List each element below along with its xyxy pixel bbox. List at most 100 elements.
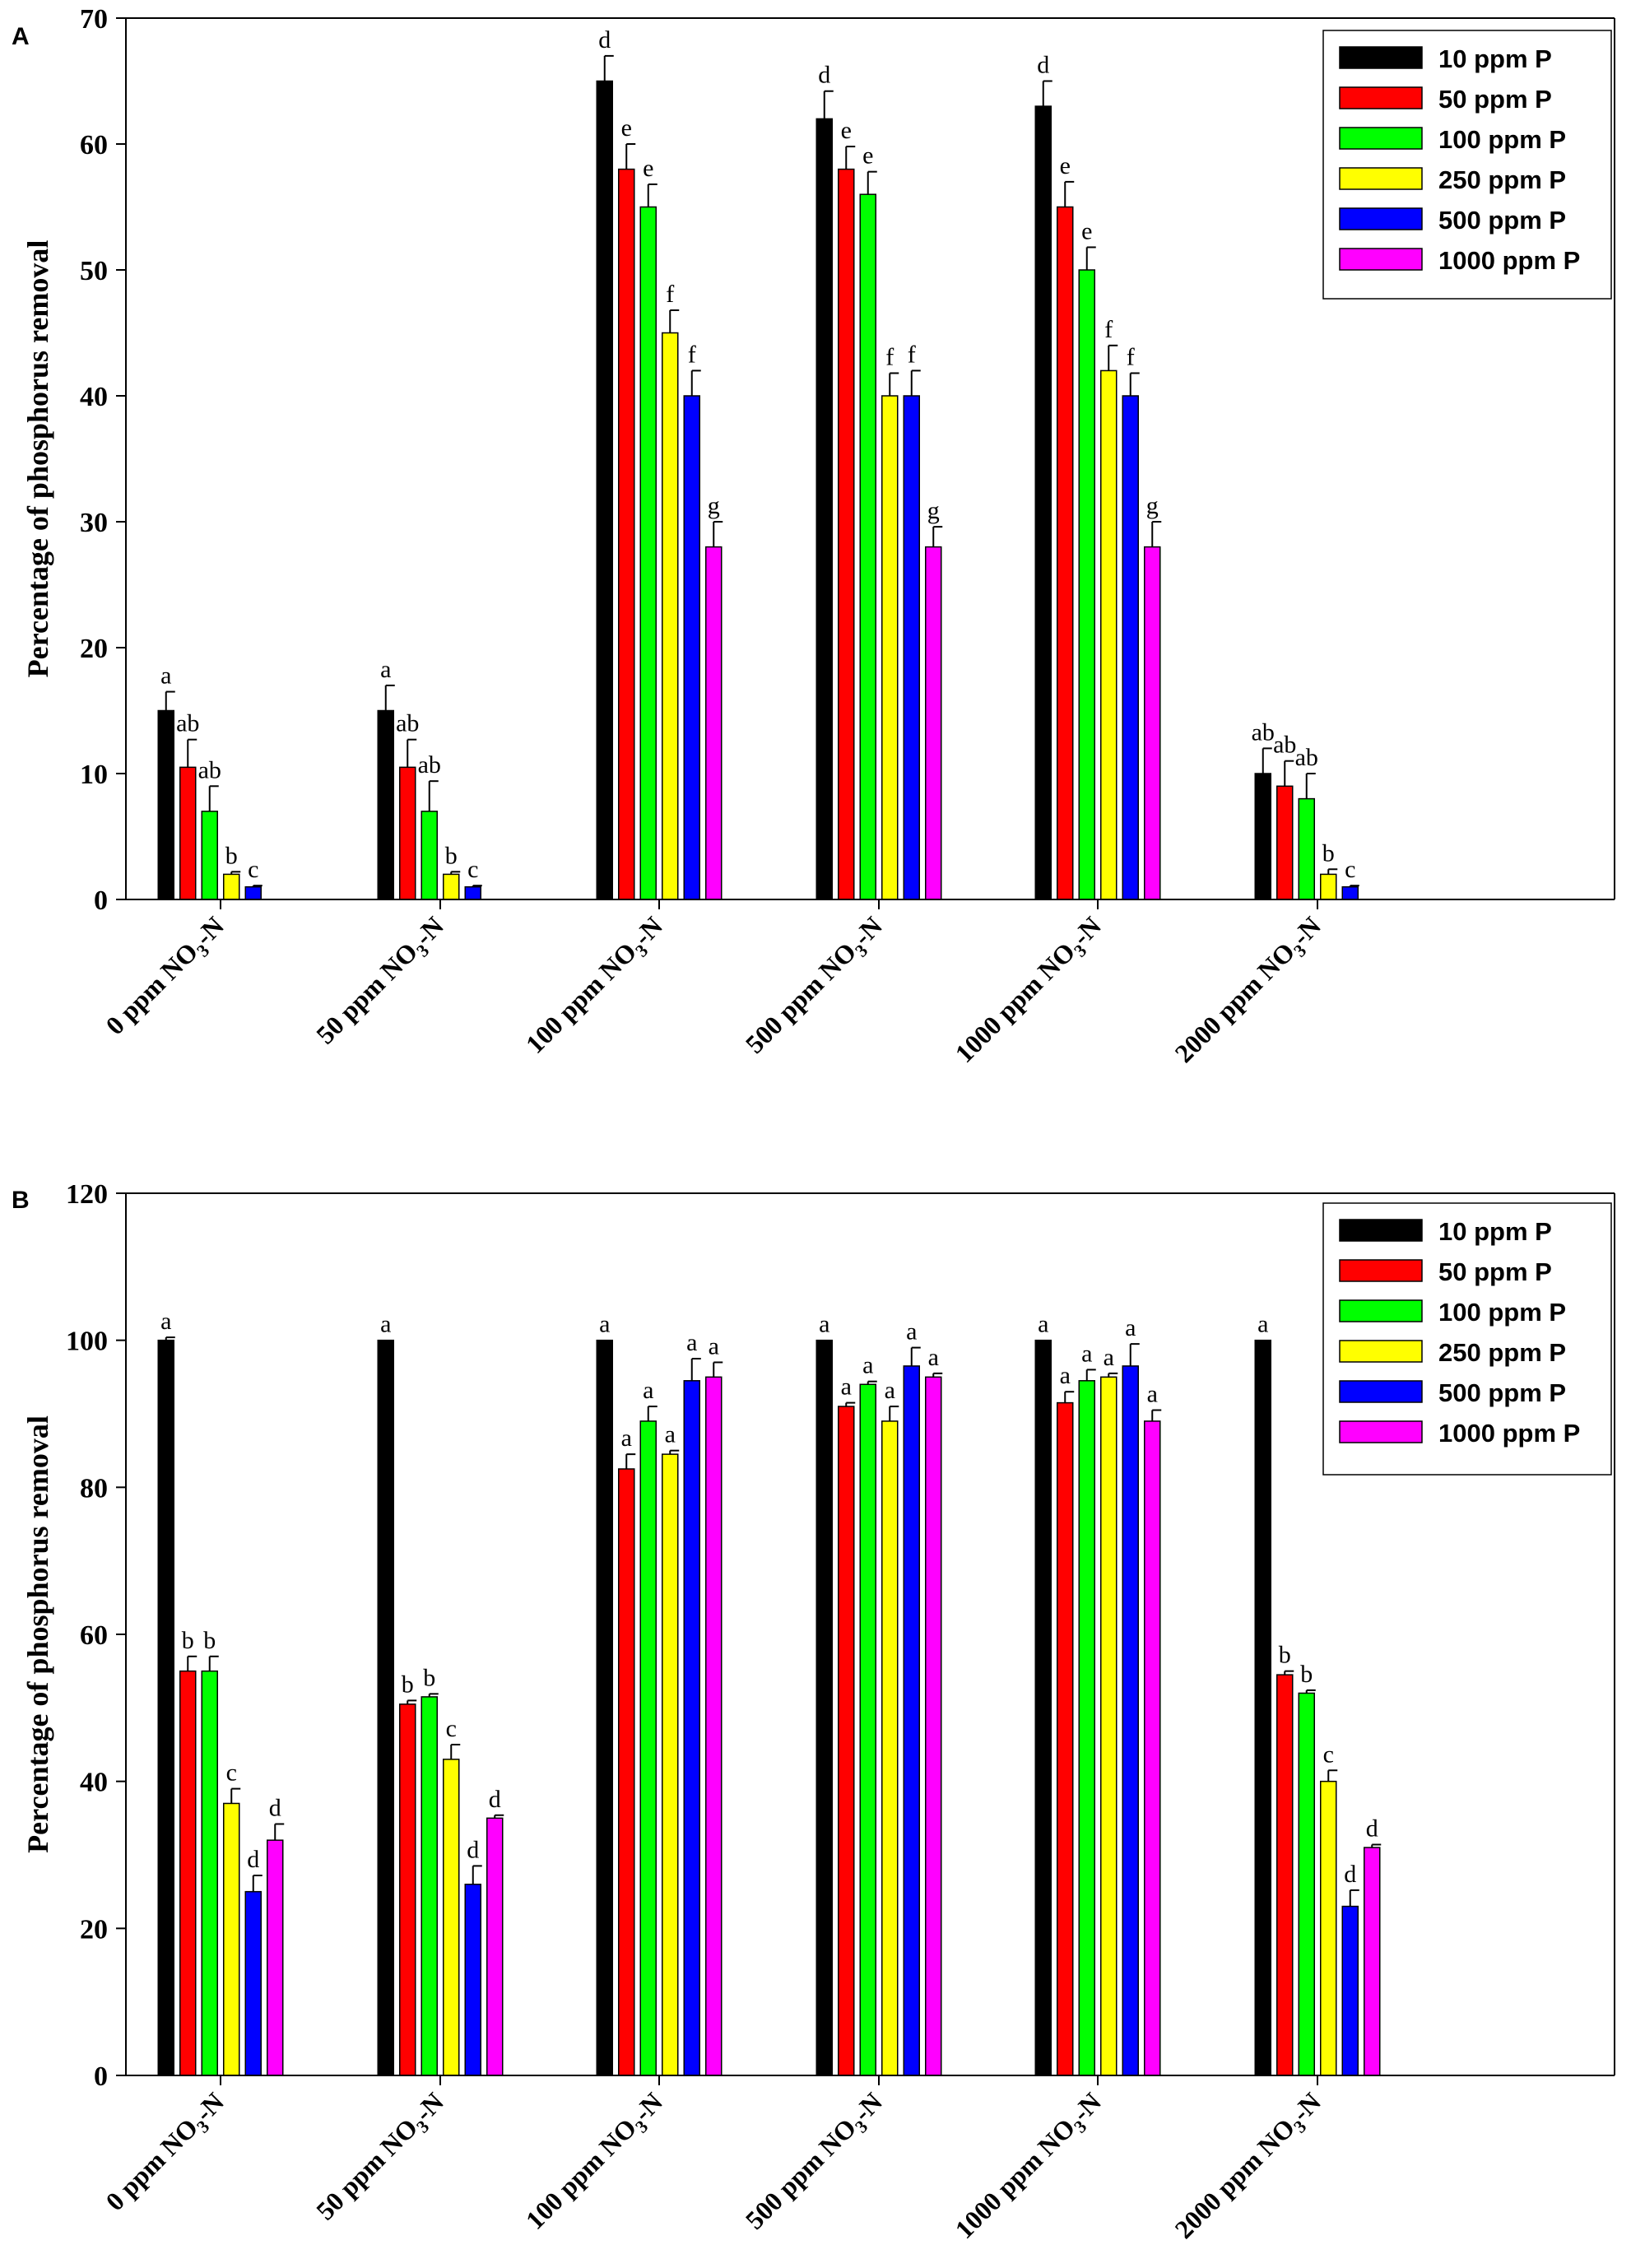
significance-label: b	[1300, 1661, 1313, 1688]
bar	[838, 1406, 855, 2076]
bar	[859, 1383, 876, 2076]
bar	[1254, 1339, 1271, 2076]
significance-label: a	[862, 1352, 873, 1379]
bar	[486, 1817, 504, 2076]
series-250-ppm-p: c c a a a c	[223, 1344, 1338, 2076]
significance-label: d	[269, 1794, 281, 1821]
significance-label: a	[906, 1318, 917, 1345]
series-10-ppm-p: a a d d d ab	[157, 26, 1275, 900]
bar	[662, 332, 679, 900]
significance-label: c	[1323, 1741, 1334, 1768]
legend: 10 ppm P 50 ppm P 100 ppm P 250 ppm P 500 pp…	[1322, 30, 1612, 300]
bar	[618, 1468, 635, 2076]
series-500-ppm-p: d da a ad	[244, 1314, 1359, 2076]
legend-entry: 50 ppm P	[1438, 85, 1552, 114]
significance-label: a	[599, 1311, 610, 1338]
bar	[816, 1339, 833, 2076]
x-tick-label: 100 ppm NO3-N	[520, 2086, 672, 2238]
legend-entry: 10 ppm P	[1438, 44, 1552, 73]
significance-label: a	[709, 1332, 719, 1359]
significance-label: ab	[418, 751, 441, 778]
bar	[1057, 206, 1074, 900]
y-tick-label: 10	[80, 760, 108, 790]
bar	[201, 811, 218, 900]
x-tick-label-main: 500 ppm NO	[740, 2112, 862, 2235]
legend: 10 ppm P 50 ppm P 100 ppm P 250 ppm P 500 pp…	[1322, 1202, 1612, 1476]
significance-label: c	[467, 856, 478, 883]
significance-label: c	[446, 1715, 457, 1742]
y-tick-label: 60	[80, 1620, 108, 1651]
significance-label: c	[248, 856, 258, 883]
x-tick-label: 500 ppm NO3-N	[740, 910, 892, 1062]
y-tick-label: 120	[66, 1179, 108, 1210]
bar	[223, 873, 240, 900]
x-tick-label: 0 ppm NO3-N	[100, 2086, 233, 2219]
bar	[179, 1670, 197, 2076]
legend-swatch	[1339, 1340, 1423, 1363]
significance-label: e	[621, 114, 632, 142]
legend-swatch	[1339, 1299, 1423, 1322]
legend-entry: 10 ppm P	[1438, 1217, 1552, 1246]
y-tick-label: 20	[80, 1914, 108, 1945]
bar	[464, 885, 481, 900]
significance-label: f	[908, 341, 916, 368]
x-tick-label: 2000 ppm NO3-N	[1169, 910, 1330, 1071]
significance-label: b	[445, 842, 458, 869]
bar	[443, 873, 460, 900]
significance-label: b	[182, 1627, 194, 1654]
y-tick-label: 60	[80, 130, 108, 160]
x-tick-label: 1000 ppm NO3-N	[949, 2086, 1110, 2247]
significance-label: c	[226, 1759, 237, 1787]
significance-label: ab	[176, 710, 199, 737]
x-tick-label-main: 100 ppm NO	[520, 936, 643, 1059]
significance-label: e	[1060, 152, 1071, 179]
significance-label: a	[1104, 1344, 1114, 1371]
bar	[662, 1453, 679, 2076]
bar	[1320, 1780, 1337, 2076]
bar	[639, 1420, 657, 2076]
bar	[1298, 797, 1315, 900]
bar	[881, 1420, 899, 2076]
y-tick-label: 40	[80, 1768, 108, 1798]
legend-entry: 100 ppm P	[1438, 125, 1566, 154]
significance-label: a	[1038, 1311, 1048, 1338]
x-tick-label-main: 1000 ppm NO	[949, 2112, 1080, 2244]
legend-entry: 250 ppm P	[1438, 1338, 1566, 1367]
significance-label: d	[1037, 52, 1049, 79]
legend-entry: 500 ppm P	[1438, 1378, 1566, 1407]
bar	[377, 1339, 394, 2076]
bar	[705, 546, 723, 900]
chart-panel-a: A 0 10 20 30 40 50 60 70 Percentage of phosphorus…	[12, 4, 1615, 1071]
x-tick-label: 500 ppm NO3-N	[740, 2086, 892, 2238]
bar	[925, 1376, 942, 2076]
significance-label: f	[1127, 343, 1135, 370]
significance-label: a	[380, 1311, 391, 1338]
bar	[157, 1339, 174, 2076]
legend-swatch	[1339, 167, 1423, 190]
significance-label: a	[1125, 1314, 1136, 1341]
significance-label: c	[1345, 856, 1355, 883]
x-tick-label-main: 100 ppm NO	[520, 2112, 643, 2235]
bar	[157, 709, 174, 900]
legend-swatch	[1339, 1420, 1423, 1443]
legend-swatch	[1339, 1219, 1423, 1242]
y-tick-label: 50	[80, 256, 108, 286]
bar	[1057, 1401, 1074, 2076]
significance-label: d	[467, 1836, 479, 1863]
significance-label: b	[1279, 1642, 1291, 1669]
bar	[1341, 885, 1359, 900]
legend-entry: 250 ppm P	[1438, 165, 1566, 194]
bar	[1276, 1674, 1294, 2076]
bar	[267, 1839, 284, 2076]
significance-label: a	[380, 656, 391, 683]
bar	[179, 766, 197, 900]
legend-swatch	[1339, 86, 1423, 109]
y-tick-label: 100	[66, 1327, 108, 1357]
significance-label: a	[621, 1424, 632, 1452]
bar	[1034, 1339, 1052, 2076]
significance-label: d	[598, 26, 611, 53]
